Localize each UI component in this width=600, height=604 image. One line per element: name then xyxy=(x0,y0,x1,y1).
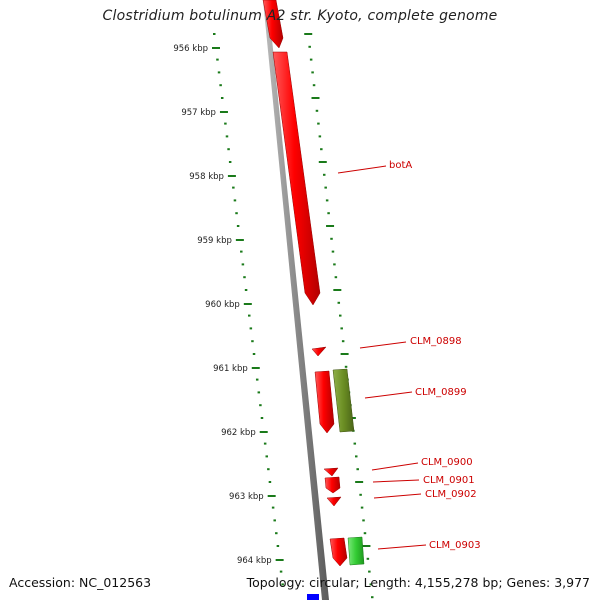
genome-summary-text: Topology: circular; Length: 4,155,278 bp… xyxy=(246,575,590,590)
ruler-tick-label: 956 kbp xyxy=(173,44,208,54)
genome-backbone xyxy=(263,0,329,600)
gene-label-CLM_0903[interactable]: CLM_0903 xyxy=(429,540,481,551)
gene-botA[interactable] xyxy=(272,51,321,306)
leader-line-CLM_0902 xyxy=(373,493,422,499)
leader-line-CLM_0898 xyxy=(359,341,407,349)
ruler-tick-label: 960 kbp xyxy=(205,300,240,310)
gene-label-CLM_0900[interactable]: CLM_0900 xyxy=(421,457,473,468)
ruler-tick-label: 963 kbp xyxy=(229,492,264,502)
ruler-tick-label: 961 kbp xyxy=(213,364,248,374)
gene-CLM_0900[interactable] xyxy=(323,467,339,477)
gene-label-CLM_0902[interactable]: CLM_0902 xyxy=(425,489,477,500)
gene-CLM_0902[interactable] xyxy=(326,496,342,507)
blue-marker xyxy=(307,594,319,600)
gene-CLM_0903-reverse[interactable] xyxy=(347,536,365,566)
gene-labels: botA CLM_0898 CLM_0899 CLM_0900 CLM_0901… xyxy=(337,160,481,551)
ruler-tick-label: 964 kbp xyxy=(237,556,272,566)
ruler: 956 kbp 957 kbp 958 kbp 959 kbp 960 kbp 961 k… xyxy=(173,33,284,586)
leader-line-CLM_0903 xyxy=(377,544,427,550)
gene-label-CLM_0901[interactable]: CLM_0901 xyxy=(423,475,475,486)
leader-line-CLM_0901 xyxy=(372,479,420,483)
leader-line-botA xyxy=(337,165,387,174)
gene-botA-upper[interactable] xyxy=(262,0,284,49)
leader-line-CLM_0900 xyxy=(371,462,419,471)
ruler-tick-label: 959 kbp xyxy=(197,236,232,246)
gene-CLM_0898[interactable] xyxy=(311,346,327,357)
gene-CLM_0899-reverse[interactable] xyxy=(332,368,355,433)
gene-CLM_0901[interactable] xyxy=(324,476,341,494)
gene-label-CLM_0899[interactable]: CLM_0899 xyxy=(415,387,467,398)
gene-label-botA[interactable]: botA xyxy=(389,160,412,171)
ruler-tick-label: 957 kbp xyxy=(181,108,216,118)
accession-text: Accession: NC_012563 xyxy=(9,575,152,590)
ruler-tick-label: 958 kbp xyxy=(189,172,224,182)
map-title: Clostridium botulinum A2 str. Kyoto, com… xyxy=(102,8,498,24)
gene-CLM_0899-forward[interactable] xyxy=(314,370,335,434)
ruler-tick-label: 962 kbp xyxy=(221,428,256,438)
gene-label-CLM_0898[interactable]: CLM_0898 xyxy=(410,336,462,347)
leader-line-CLM_0899 xyxy=(364,391,413,399)
gene-CLM_0903-forward[interactable] xyxy=(329,537,348,567)
